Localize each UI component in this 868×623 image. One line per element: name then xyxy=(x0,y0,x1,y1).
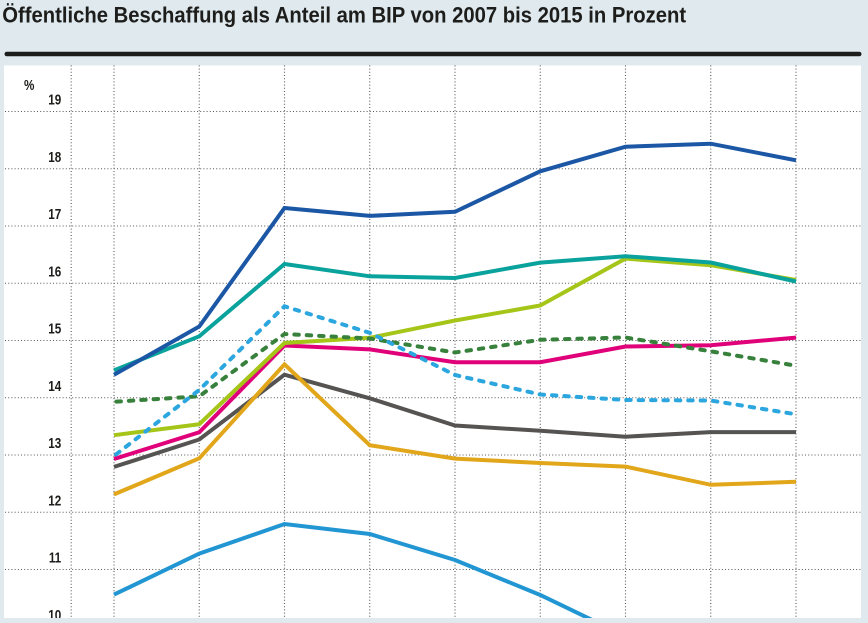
svg-text:14: 14 xyxy=(48,377,61,394)
svg-text:13: 13 xyxy=(48,435,61,452)
svg-text:16: 16 xyxy=(48,263,61,280)
svg-text:15: 15 xyxy=(48,320,61,337)
svg-text:10: 10 xyxy=(48,606,61,618)
svg-text:Öffentliche Beschaffung als An: Öffentliche Beschaffung als Anteil am BI… xyxy=(2,1,686,27)
svg-text:11: 11 xyxy=(49,549,62,566)
svg-text:19: 19 xyxy=(48,91,61,108)
svg-text:18: 18 xyxy=(48,148,61,165)
svg-text:12: 12 xyxy=(48,492,61,509)
svg-text:%: % xyxy=(24,77,34,94)
svg-text:17: 17 xyxy=(48,206,61,223)
